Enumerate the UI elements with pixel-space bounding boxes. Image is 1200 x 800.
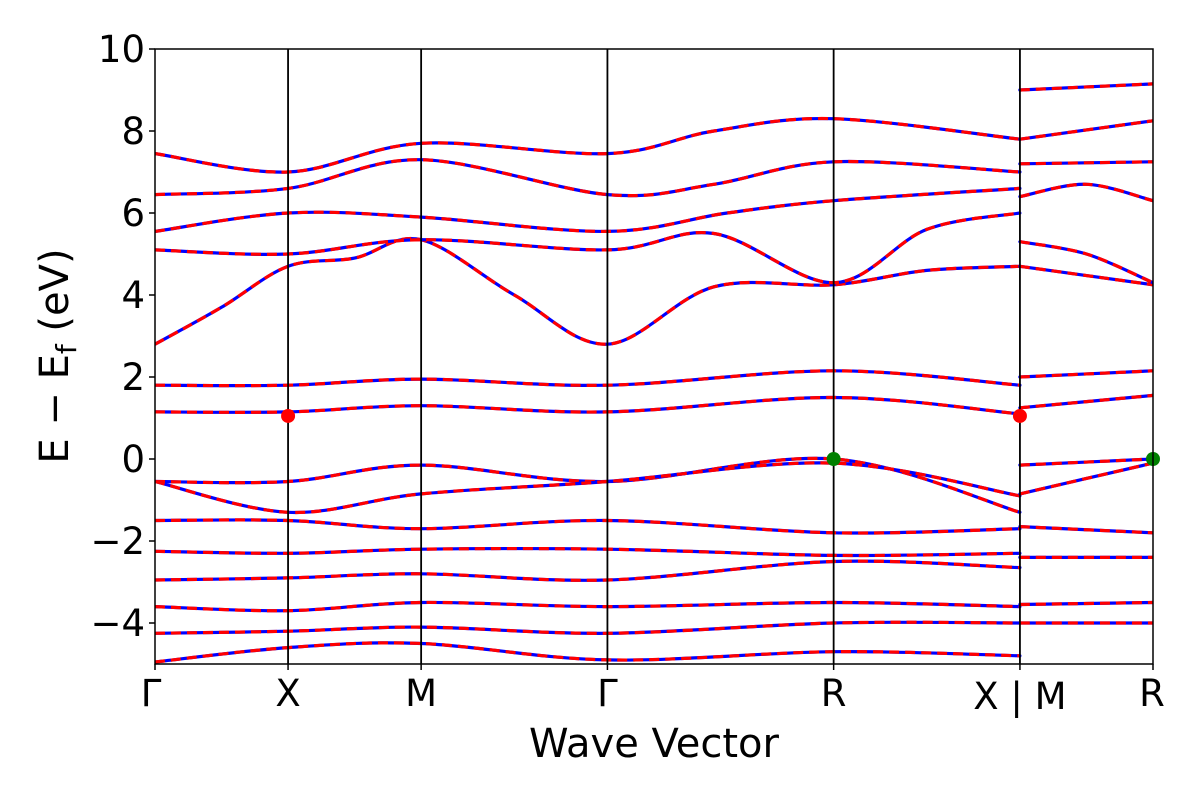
- x-tick-label: Γ: [597, 672, 618, 715]
- band-18-red: [1019, 457, 1153, 467]
- x-tick-label: X | M: [973, 675, 1066, 718]
- y-tick-label: 0: [121, 438, 145, 481]
- plot-frame: [154, 48, 1154, 665]
- bands-layer: [155, 82, 1153, 664]
- band-26-red: [1019, 182, 1153, 203]
- y-tick-label: 2: [121, 356, 145, 399]
- band-25-red: [1019, 240, 1153, 285]
- y-tick-label: −4: [90, 602, 145, 645]
- y-axis: −4 −2 0 2 4 6 8 10: [90, 28, 155, 645]
- x-axis: Γ X M Γ R X | M R: [141, 664, 1165, 718]
- band-27-red: [1019, 160, 1153, 166]
- band-12-red: [155, 559, 1020, 582]
- x-tick-label: R: [821, 672, 847, 715]
- y-axis-label: E − Ef (eV): [32, 248, 83, 463]
- band-19-red: [1019, 461, 1153, 496]
- band-24-red: [1019, 264, 1153, 287]
- band-2-blue: [155, 211, 1022, 285]
- y-axis-label-main: E − E: [32, 354, 78, 464]
- kpoint-lines: [287, 49, 1021, 664]
- band-9-red: [155, 461, 1021, 515]
- y-axis-label-unit: (eV): [32, 248, 78, 344]
- x-axis-label: Wave Vector: [529, 721, 780, 767]
- band-1-red: [155, 236, 1020, 346]
- band-17-red: [1019, 393, 1153, 410]
- band-15-red: [155, 641, 1020, 664]
- y-axis-label-subscript: f: [50, 343, 83, 354]
- x-tick-label: M: [405, 672, 437, 715]
- band-22-red: [1019, 600, 1153, 607]
- cbm-marker: [281, 408, 296, 423]
- y-tick-label: −2: [90, 520, 145, 563]
- band-28-red: [1019, 119, 1153, 141]
- band-3-blue: [155, 186, 1022, 234]
- y-tick-label: 8: [121, 110, 145, 153]
- band-20-red: [1019, 525, 1153, 535]
- x-tick-label: X: [275, 672, 300, 715]
- extremum-markers: [281, 408, 1160, 466]
- x-tick-label: R: [1139, 672, 1165, 715]
- band-6-red: [155, 369, 1021, 388]
- band-10-red: [155, 518, 1020, 535]
- band-8-blue: [155, 456, 1022, 514]
- band-16-red: [1019, 369, 1153, 379]
- band-8-red: [155, 456, 1021, 514]
- y-tick-label: 6: [121, 192, 145, 235]
- band-3-red: [155, 186, 1021, 234]
- y-tick-label: 10: [98, 28, 145, 71]
- x-tick-label: Γ: [141, 672, 162, 715]
- y-tick-label: 4: [121, 274, 145, 317]
- band-2-red: [155, 211, 1021, 285]
- band-29-red: [1019, 82, 1153, 92]
- cbm-marker: [1012, 408, 1027, 423]
- vbm-marker: [826, 452, 841, 466]
